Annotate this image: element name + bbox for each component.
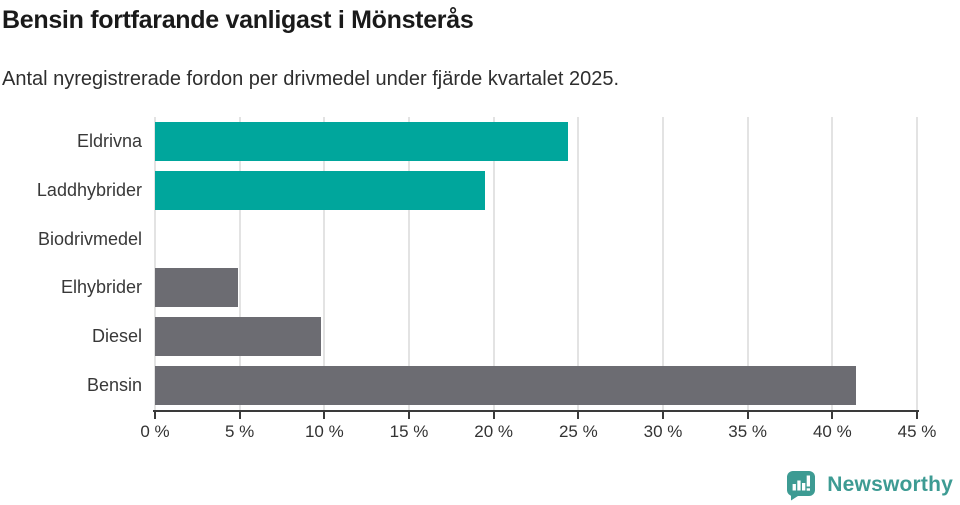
- gridline: [916, 117, 918, 410]
- x-axis-tick: [916, 412, 918, 419]
- x-tick-label: 20 %: [474, 422, 514, 441]
- gridline: [408, 117, 410, 410]
- x-axis-tick: [746, 412, 749, 419]
- category-label-bensin: Bensin: [86, 375, 142, 396]
- newsworthy-logo: Newsworthy: [784, 469, 953, 501]
- x-axis-tick: [577, 412, 580, 419]
- gridline: [492, 117, 495, 410]
- bar-chart-speech-bubble-icon: [787, 471, 816, 501]
- x-tick-label: 5 %: [225, 422, 255, 441]
- category-label-eldrivna: Eldrivna: [76, 130, 142, 151]
- bar-laddhybrider: [155, 170, 486, 210]
- x-axis-tick: [408, 412, 410, 419]
- category-label-elhybrider: Elhybrider: [60, 277, 142, 298]
- bar-elhybrider: [155, 268, 238, 308]
- gridline: [831, 117, 834, 410]
- x-tick-label: 45 %: [897, 422, 937, 441]
- bar-chart: Eldrivna Laddhybrider Biodrivmedel Elhybrid…: [0, 117, 960, 462]
- x-axis-tick: [238, 412, 241, 419]
- gridline: [577, 117, 580, 410]
- bar-bensin: [155, 366, 857, 406]
- gridline: [662, 117, 664, 410]
- category-label-diesel: Diesel: [91, 326, 142, 347]
- x-axis-tick: [323, 412, 326, 419]
- gridline: [238, 117, 241, 410]
- plot-area: [154, 117, 918, 410]
- gridline: [154, 117, 156, 410]
- chart-subtitle: Antal nyregistrerade fordon per drivmede…: [2, 68, 620, 90]
- x-tick-label: 15 %: [389, 422, 429, 441]
- x-axis-line: [153, 410, 919, 412]
- x-tick-label: 40 %: [812, 422, 852, 441]
- x-axis-tick: [662, 412, 664, 419]
- category-label-laddhybrider: Laddhybrider: [36, 179, 142, 200]
- x-tick-label: 25 %: [558, 422, 598, 441]
- x-axis-tick: [831, 412, 834, 419]
- x-axis-tick: [154, 412, 156, 419]
- gridline: [746, 117, 749, 410]
- x-tick-label: 30 %: [643, 422, 683, 441]
- x-axis-tick: [492, 412, 495, 419]
- category-label-biodrivmedel: Biodrivmedel: [37, 228, 142, 249]
- chart-title: Bensin fortfarande vanligast i Mönsterås: [2, 6, 474, 34]
- newsworthy-logo-text: Newsworthy: [827, 473, 953, 496]
- gridline: [323, 117, 326, 410]
- x-tick-label: 10 %: [304, 422, 344, 441]
- bar-eldrivna: [155, 121, 569, 161]
- x-tick-label: 0 %: [140, 422, 170, 441]
- x-tick-label: 35 %: [728, 422, 768, 441]
- bar-diesel: [155, 317, 321, 357]
